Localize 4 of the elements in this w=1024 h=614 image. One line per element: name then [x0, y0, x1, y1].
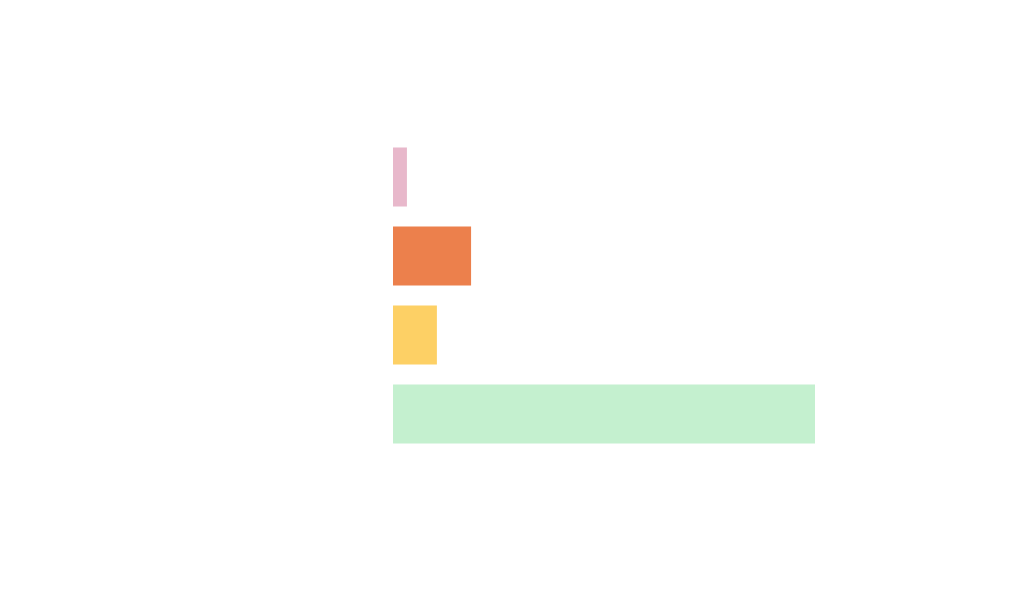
bar — [393, 305, 437, 365]
bar — [393, 384, 816, 444]
bar — [393, 147, 407, 207]
bar — [393, 226, 472, 286]
